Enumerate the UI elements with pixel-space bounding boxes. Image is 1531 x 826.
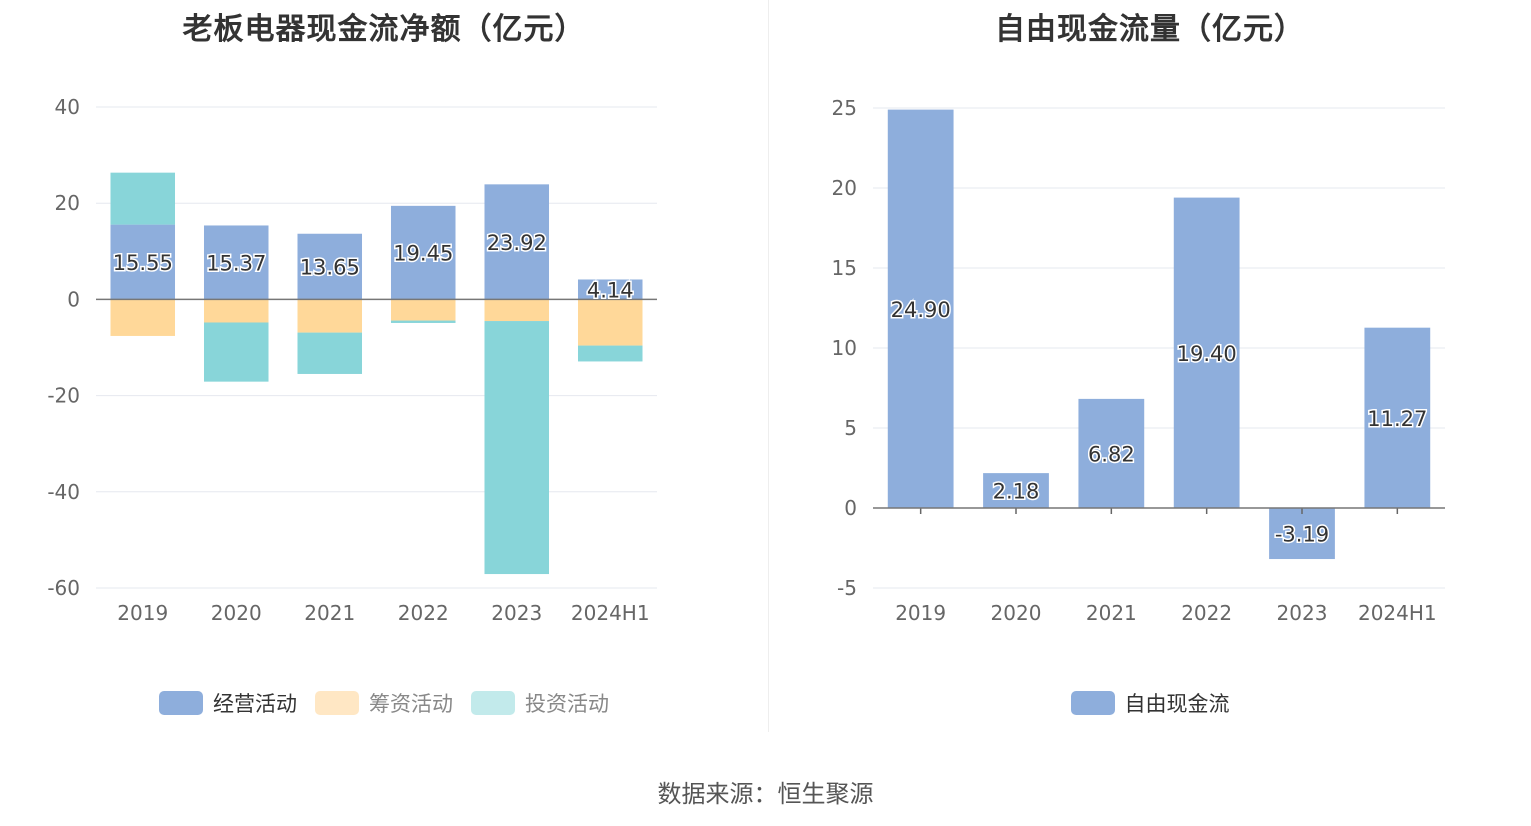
bar-经营活动-2024H1 [577, 279, 643, 300]
x-tick-label: 2024H1 [1358, 601, 1437, 625]
data-label: 15.55 [113, 251, 173, 275]
legend-swatch [315, 691, 359, 715]
bar-筹资活动-2020 [203, 299, 269, 323]
y-tick-label: -40 [47, 480, 80, 504]
y-tick-label: 20 [832, 176, 857, 200]
data-label: -3.19 [1275, 523, 1329, 547]
legend-swatch [159, 691, 203, 715]
x-tick-label: 2021 [1086, 601, 1137, 625]
legend-item-自由现金流[interactable]: 自由现金流 [1070, 688, 1230, 718]
y-tick-label: 25 [832, 96, 857, 120]
legend-label: 投资活动 [525, 692, 609, 716]
bar-经营活动-2019 [110, 224, 176, 300]
bar-经营活动-2022 [390, 205, 456, 300]
bar-经营活动-2021 [297, 233, 363, 300]
x-tick-label: 2020 [211, 601, 262, 625]
cashflow-chart-title: 老板电器现金流净额（亿元） [182, 12, 586, 47]
data-source-note: 数据来源：恒生聚源 [657, 780, 874, 808]
legend-label: 筹资活动 [369, 692, 453, 716]
bar-筹资活动-2024H1 [577, 299, 643, 346]
x-tick-label: 2024H1 [571, 601, 650, 625]
cashflow-chart: 40 20 0 -20 -40 -60 2019 2020 2021 2022 2023 2024H1… [47, 95, 657, 625]
data-label: 6.82 [1088, 442, 1135, 466]
bar-筹资活动-2019 [110, 299, 176, 336]
cashflow-chart-panel: 老板电器现金流净额（亿元） 40 20 0 -20 -40 -60 2019 2020 2021… [0, 0, 768, 740]
bar-筹资活动-2022 [390, 299, 456, 321]
legend-label: 经营活动 [213, 692, 297, 716]
legend-item-经营活动[interactable]: 经营活动 [159, 688, 297, 718]
bar-经营活动-2020 [203, 225, 269, 300]
y-tick-label: -20 [47, 384, 80, 408]
bar-自由现金流-2022 [1173, 197, 1240, 508]
fcf-legend: 自由现金流 [769, 688, 1531, 718]
y-tick-label: -60 [47, 576, 80, 600]
x-tick-label: 2023 [491, 601, 542, 625]
legend-item-筹资活动[interactable]: 筹资活动 [315, 688, 453, 718]
y-tick-label: 0 [844, 496, 857, 520]
y-tick-label: 20 [55, 191, 80, 215]
bar-投资活动-2023 [484, 321, 550, 575]
legend-label: 自由现金流 [1124, 692, 1230, 716]
x-tick-label: 2023 [1277, 601, 1328, 625]
bar-自由现金流-2019 [887, 109, 954, 508]
x-tick-label: 2021 [304, 601, 355, 625]
data-label: 2.18 [993, 480, 1040, 504]
bar-自由现金流-2023 [1269, 508, 1335, 560]
y-tick-label: 15 [832, 256, 857, 280]
bar-投资活动-2020 [203, 322, 269, 382]
bar-投资活动-2022 [390, 320, 456, 323]
x-tick-label: 2019 [117, 601, 168, 625]
legend-swatch [471, 691, 515, 715]
data-label: 11.27 [1367, 407, 1427, 431]
y-tick-label: 10 [832, 336, 857, 360]
data-label: 15.37 [206, 251, 266, 275]
panel-divider [768, 0, 769, 732]
bar-筹资活动-2023 [484, 299, 550, 322]
legend-item-投资活动[interactable]: 投资活动 [471, 688, 609, 718]
x-tick-label: 2022 [1181, 601, 1232, 625]
data-label: 24.90 [891, 298, 951, 322]
data-label: 19.45 [393, 242, 453, 266]
y-tick-label: 0 [67, 287, 80, 311]
bar-经营活动-2023 [484, 184, 550, 300]
bar-自由现金流-2020 [983, 473, 1049, 508]
data-label: 13.65 [300, 256, 360, 280]
fcf-chart-title: 自由现金流量（亿元） [995, 12, 1305, 47]
x-tick-label: 2019 [895, 601, 946, 625]
bar-自由现金流-2024H1 [1364, 327, 1431, 508]
data-label: 19.40 [1177, 342, 1237, 366]
cashflow-legend: 经营活动 筹资活动 投资活动 [0, 688, 768, 718]
bar-投资活动-2019 [110, 172, 176, 225]
y-tick-label: -5 [837, 576, 857, 600]
legend-swatch [1070, 691, 1115, 715]
data-label: 4.14 [587, 278, 634, 302]
x-tick-label: 2022 [398, 601, 449, 625]
y-tick-label: 40 [55, 95, 80, 119]
fcf-chart: 25 20 15 10 5 0 -5 2019 2020 2021 2022 2023 2024H1 24… [832, 96, 1445, 625]
data-label: 23.92 [487, 231, 547, 255]
bar-筹资活动-2021 [297, 299, 363, 333]
bar-投资活动-2024H1 [577, 345, 643, 362]
fcf-chart-panel: 自由现金流量（亿元） 25 20 15 10 5 0 -5 2019 2020 2021 2022 2… [769, 0, 1531, 740]
bar-自由现金流-2021 [1078, 398, 1145, 508]
bar-投资活动-2021 [297, 332, 363, 374]
x-tick-label: 2020 [991, 601, 1042, 625]
y-tick-label: 5 [844, 416, 857, 440]
